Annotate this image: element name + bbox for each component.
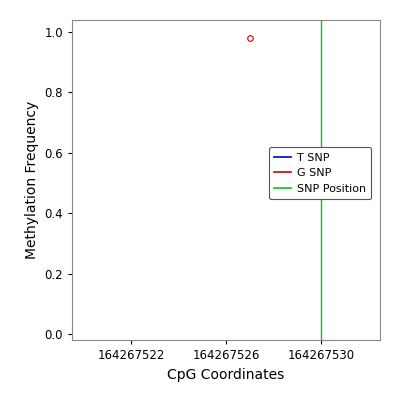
Legend: T SNP, G SNP, SNP Position: T SNP, G SNP, SNP Position [269,147,371,199]
Y-axis label: Methylation Frequency: Methylation Frequency [25,101,39,259]
X-axis label: CpG Coordinates: CpG Coordinates [167,368,285,382]
